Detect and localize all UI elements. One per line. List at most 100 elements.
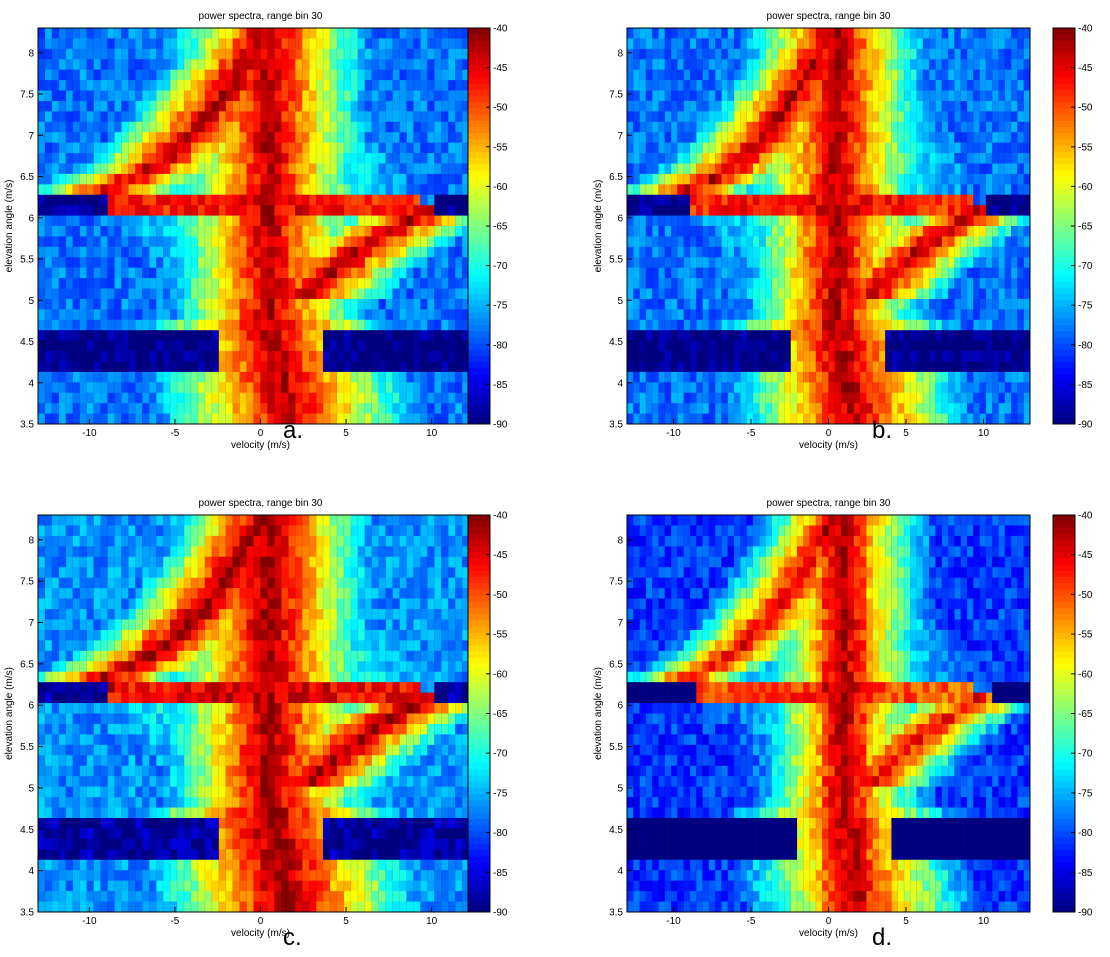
- heatmap-cell: [351, 216, 358, 227]
- heatmap-cell: [427, 268, 434, 279]
- heatmap-cell: [810, 174, 817, 185]
- heatmap-cell: [879, 132, 886, 143]
- heatmap-cell: [108, 216, 115, 227]
- heatmap-cell: [448, 205, 455, 216]
- heatmap-cell: [337, 289, 344, 300]
- heatmap-cell: [873, 122, 880, 133]
- heatmap-cell: [184, 80, 191, 91]
- heatmap-cell: [52, 403, 59, 414]
- heatmap-cell: [1005, 91, 1012, 102]
- heatmap-cell: [1024, 403, 1031, 414]
- heatmap-cell: [420, 351, 427, 362]
- heatmap-cell: [992, 59, 999, 70]
- heatmap-cell: [633, 341, 640, 352]
- heatmap-cell: [665, 257, 672, 268]
- heatmap-cell: [407, 382, 414, 393]
- heatmap-cell: [163, 122, 170, 133]
- heatmap-cell: [633, 236, 640, 247]
- heatmap-cell: [671, 80, 678, 91]
- heatmap-cell: [1017, 393, 1024, 404]
- heatmap-cell: [114, 268, 121, 279]
- heatmap-cell: [73, 216, 80, 227]
- heatmap-cell: [240, 80, 247, 91]
- heatmap-cell: [980, 361, 987, 372]
- heatmap-cell: [413, 143, 420, 154]
- heatmap-cell: [891, 205, 898, 216]
- heatmap-cell: [766, 132, 773, 143]
- heatmap-cell: [740, 226, 747, 237]
- heatmap-cell: [267, 111, 274, 122]
- heatmap-cell: [967, 216, 974, 227]
- heatmap-cell: [288, 393, 295, 404]
- heatmap-cell: [413, 174, 420, 185]
- heatmap-cell: [219, 299, 226, 310]
- heatmap-cell: [149, 247, 156, 258]
- heatmap-cell: [640, 28, 647, 39]
- heatmap-cell: [226, 414, 233, 425]
- heatmap-cell: [87, 184, 94, 195]
- heatmap-cell: [816, 299, 823, 310]
- heatmap-cell: [873, 70, 880, 81]
- heatmap-cell: [715, 195, 722, 206]
- heatmap-cell: [980, 382, 987, 393]
- heatmap-cell: [316, 216, 323, 227]
- heatmap-cell: [879, 49, 886, 60]
- heatmap-cell: [219, 122, 226, 133]
- heatmap-cell: [330, 226, 337, 237]
- heatmap-cell: [910, 122, 917, 133]
- heatmap-cell: [288, 38, 295, 49]
- heatmap-cell: [121, 122, 128, 133]
- heatmap-cell: [703, 299, 710, 310]
- heatmap-cell: [101, 278, 108, 289]
- heatmap-cell: [904, 101, 911, 112]
- heatmap-cell: [365, 122, 372, 133]
- heatmap-cell: [734, 28, 741, 39]
- heatmap-cell: [936, 111, 943, 122]
- heatmap-cell: [715, 174, 722, 185]
- heatmap-cell: [627, 382, 634, 393]
- heatmap-cell: [954, 361, 961, 372]
- heatmap-cell: [854, 299, 861, 310]
- heatmap-cell: [640, 361, 647, 372]
- heatmap-cell: [73, 174, 80, 185]
- heatmap-cell: [986, 80, 993, 91]
- heatmap-cell: [873, 299, 880, 310]
- heatmap-cell: [847, 403, 854, 414]
- heatmap-cell: [212, 309, 219, 320]
- heatmap-cell: [885, 111, 892, 122]
- heatmap-cell: [379, 309, 386, 320]
- heatmap-cell: [803, 122, 810, 133]
- heatmap-cell: [413, 205, 420, 216]
- heatmap-cell: [372, 132, 379, 143]
- heatmap-cell: [316, 361, 323, 372]
- heatmap-cell: [267, 403, 274, 414]
- heatmap-cell: [766, 70, 773, 81]
- heatmap-cell: [219, 330, 226, 341]
- heatmap-cell: [690, 382, 697, 393]
- heatmap-cell: [240, 382, 247, 393]
- heatmap-cell: [703, 361, 710, 372]
- heatmap-cell: [980, 143, 987, 154]
- heatmap-cell: [904, 382, 911, 393]
- heatmap-cell: [948, 111, 955, 122]
- heatmap-cell: [177, 226, 184, 237]
- heatmap-cell: [665, 403, 672, 414]
- heatmap-cell: [929, 309, 936, 320]
- heatmap-cell: [233, 49, 240, 60]
- heatmap-cell: [835, 80, 842, 91]
- heatmap-cell: [302, 49, 309, 60]
- heatmap-cell: [66, 341, 73, 352]
- heatmap-cell: [677, 330, 684, 341]
- heatmap-cell: [942, 49, 949, 60]
- heatmap-cell: [448, 393, 455, 404]
- heatmap-cell: [177, 153, 184, 164]
- heatmap-cell: [923, 236, 930, 247]
- heatmap-cell: [434, 414, 441, 425]
- heatmap-cell: [177, 70, 184, 81]
- heatmap-cell: [344, 393, 351, 404]
- heatmap-cell: [128, 268, 135, 279]
- heatmap-cell: [212, 80, 219, 91]
- heatmap-cell: [212, 163, 219, 174]
- heatmap-cell: [633, 320, 640, 331]
- heatmap-cell: [351, 278, 358, 289]
